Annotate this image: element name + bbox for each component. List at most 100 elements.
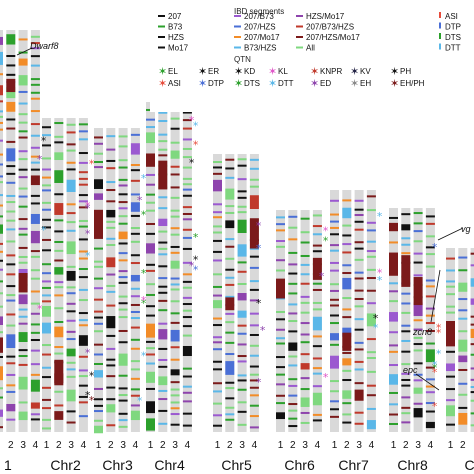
ibd-segment xyxy=(237,360,247,363)
ibd-segment xyxy=(225,387,235,390)
ibd-segment xyxy=(118,215,128,218)
ibd-segment xyxy=(54,203,64,215)
ibd-segment xyxy=(54,240,64,243)
ibd-segment xyxy=(42,176,51,179)
sub-label: 2 xyxy=(8,440,14,451)
ibd-segment xyxy=(106,237,116,240)
ibd-segment xyxy=(146,347,155,350)
ibd-segment xyxy=(300,363,310,370)
ibd-segment xyxy=(213,285,222,288)
ibd-segment xyxy=(118,259,128,262)
ibd-segment xyxy=(300,254,310,257)
ibd-segment xyxy=(182,280,192,283)
ibd-segment xyxy=(401,311,411,314)
ibd-segment xyxy=(54,122,64,125)
ibd-segment xyxy=(66,179,76,192)
ibd-segment xyxy=(0,409,3,417)
ibd-segment xyxy=(42,144,51,147)
ibd-segment xyxy=(276,412,285,420)
ibd-segment xyxy=(78,401,88,404)
chromosome-bar xyxy=(470,248,474,432)
ibd-segment xyxy=(354,247,364,250)
chromosome-bar xyxy=(6,30,16,432)
qtn-star: * xyxy=(89,158,95,171)
ibd-segment xyxy=(30,250,40,253)
ibd-segment xyxy=(170,117,180,120)
ibd-segment xyxy=(354,220,364,223)
qtn-star: * xyxy=(432,361,438,374)
ibd-segment xyxy=(18,113,28,116)
ibd-segment xyxy=(130,214,140,217)
ibd-segment xyxy=(66,270,76,281)
ibd-segment xyxy=(330,261,339,264)
ibd-segment xyxy=(425,366,435,369)
ibd-segment xyxy=(66,203,76,206)
ibd-segment xyxy=(170,173,180,176)
ibd-segment xyxy=(342,224,352,227)
ibd-segment xyxy=(94,316,103,319)
ibd-segment xyxy=(330,233,339,236)
ibd-segment xyxy=(300,273,310,276)
chromosome-bar xyxy=(342,190,352,432)
ibd-segment xyxy=(146,314,155,317)
ibd-segment xyxy=(0,387,3,390)
ibd-segment xyxy=(470,386,474,389)
ibd-segment xyxy=(54,286,64,289)
ibd-segment xyxy=(237,343,247,346)
ibd-segment xyxy=(342,351,352,354)
ibd-segment xyxy=(342,327,352,337)
ibd-segment xyxy=(130,326,140,329)
ibd-segment xyxy=(18,322,28,325)
ibd-segment xyxy=(237,388,247,391)
ibd-segment xyxy=(276,240,285,243)
sub-label: 3 xyxy=(20,440,26,451)
ibd-segment xyxy=(249,195,259,210)
ibd-segment xyxy=(118,353,128,366)
ibd-segment xyxy=(354,271,364,274)
ibd-segment xyxy=(330,283,339,286)
sub-label: 3 xyxy=(302,440,308,451)
qtn-legend-star: ✶ xyxy=(350,65,359,78)
ibd-segment xyxy=(213,231,222,234)
ibd-segment xyxy=(170,233,180,236)
ibd-segment xyxy=(354,214,364,217)
ibd-segment xyxy=(470,424,474,427)
chromosome-label: Chr2 xyxy=(50,457,81,473)
ibd-segment xyxy=(42,427,51,430)
ibd-segment xyxy=(330,400,339,403)
qtn-star: * xyxy=(323,225,329,238)
ibd-segment xyxy=(54,267,64,275)
ibd-segment xyxy=(225,406,235,409)
ibd-segment xyxy=(158,409,168,412)
ibd-segment xyxy=(30,418,40,421)
ibd-segment xyxy=(446,388,455,391)
ibd-segment xyxy=(237,355,247,358)
epc-pointer xyxy=(415,373,440,391)
ibd-segment xyxy=(300,353,310,356)
ibd-segment xyxy=(276,402,285,405)
ibd-segment xyxy=(78,171,88,174)
ibd-segment xyxy=(288,215,298,218)
ibd-segment xyxy=(118,231,128,240)
ibd-segment xyxy=(158,398,168,401)
ibd-segment xyxy=(94,322,103,325)
ibd-segment xyxy=(213,259,222,262)
ibd-segment xyxy=(249,365,259,368)
ibd-block xyxy=(446,321,455,347)
ibd-legend-label: B73/HZS xyxy=(244,44,276,53)
ibd-segment xyxy=(158,277,168,280)
ibd-segment xyxy=(389,350,398,353)
ibd-segment xyxy=(118,394,128,397)
ibd-block xyxy=(276,280,285,299)
ibd-segment xyxy=(288,403,298,406)
ibd-segment xyxy=(118,159,128,162)
ibd-segment xyxy=(413,261,423,264)
qtn-star: * xyxy=(436,326,442,339)
ibd-segment xyxy=(413,328,423,331)
ibd-segment xyxy=(6,373,16,376)
ibd-segment xyxy=(18,90,28,93)
ibd-segment xyxy=(78,238,88,241)
ibd-segment xyxy=(78,130,88,133)
ibd-segment xyxy=(330,269,339,272)
